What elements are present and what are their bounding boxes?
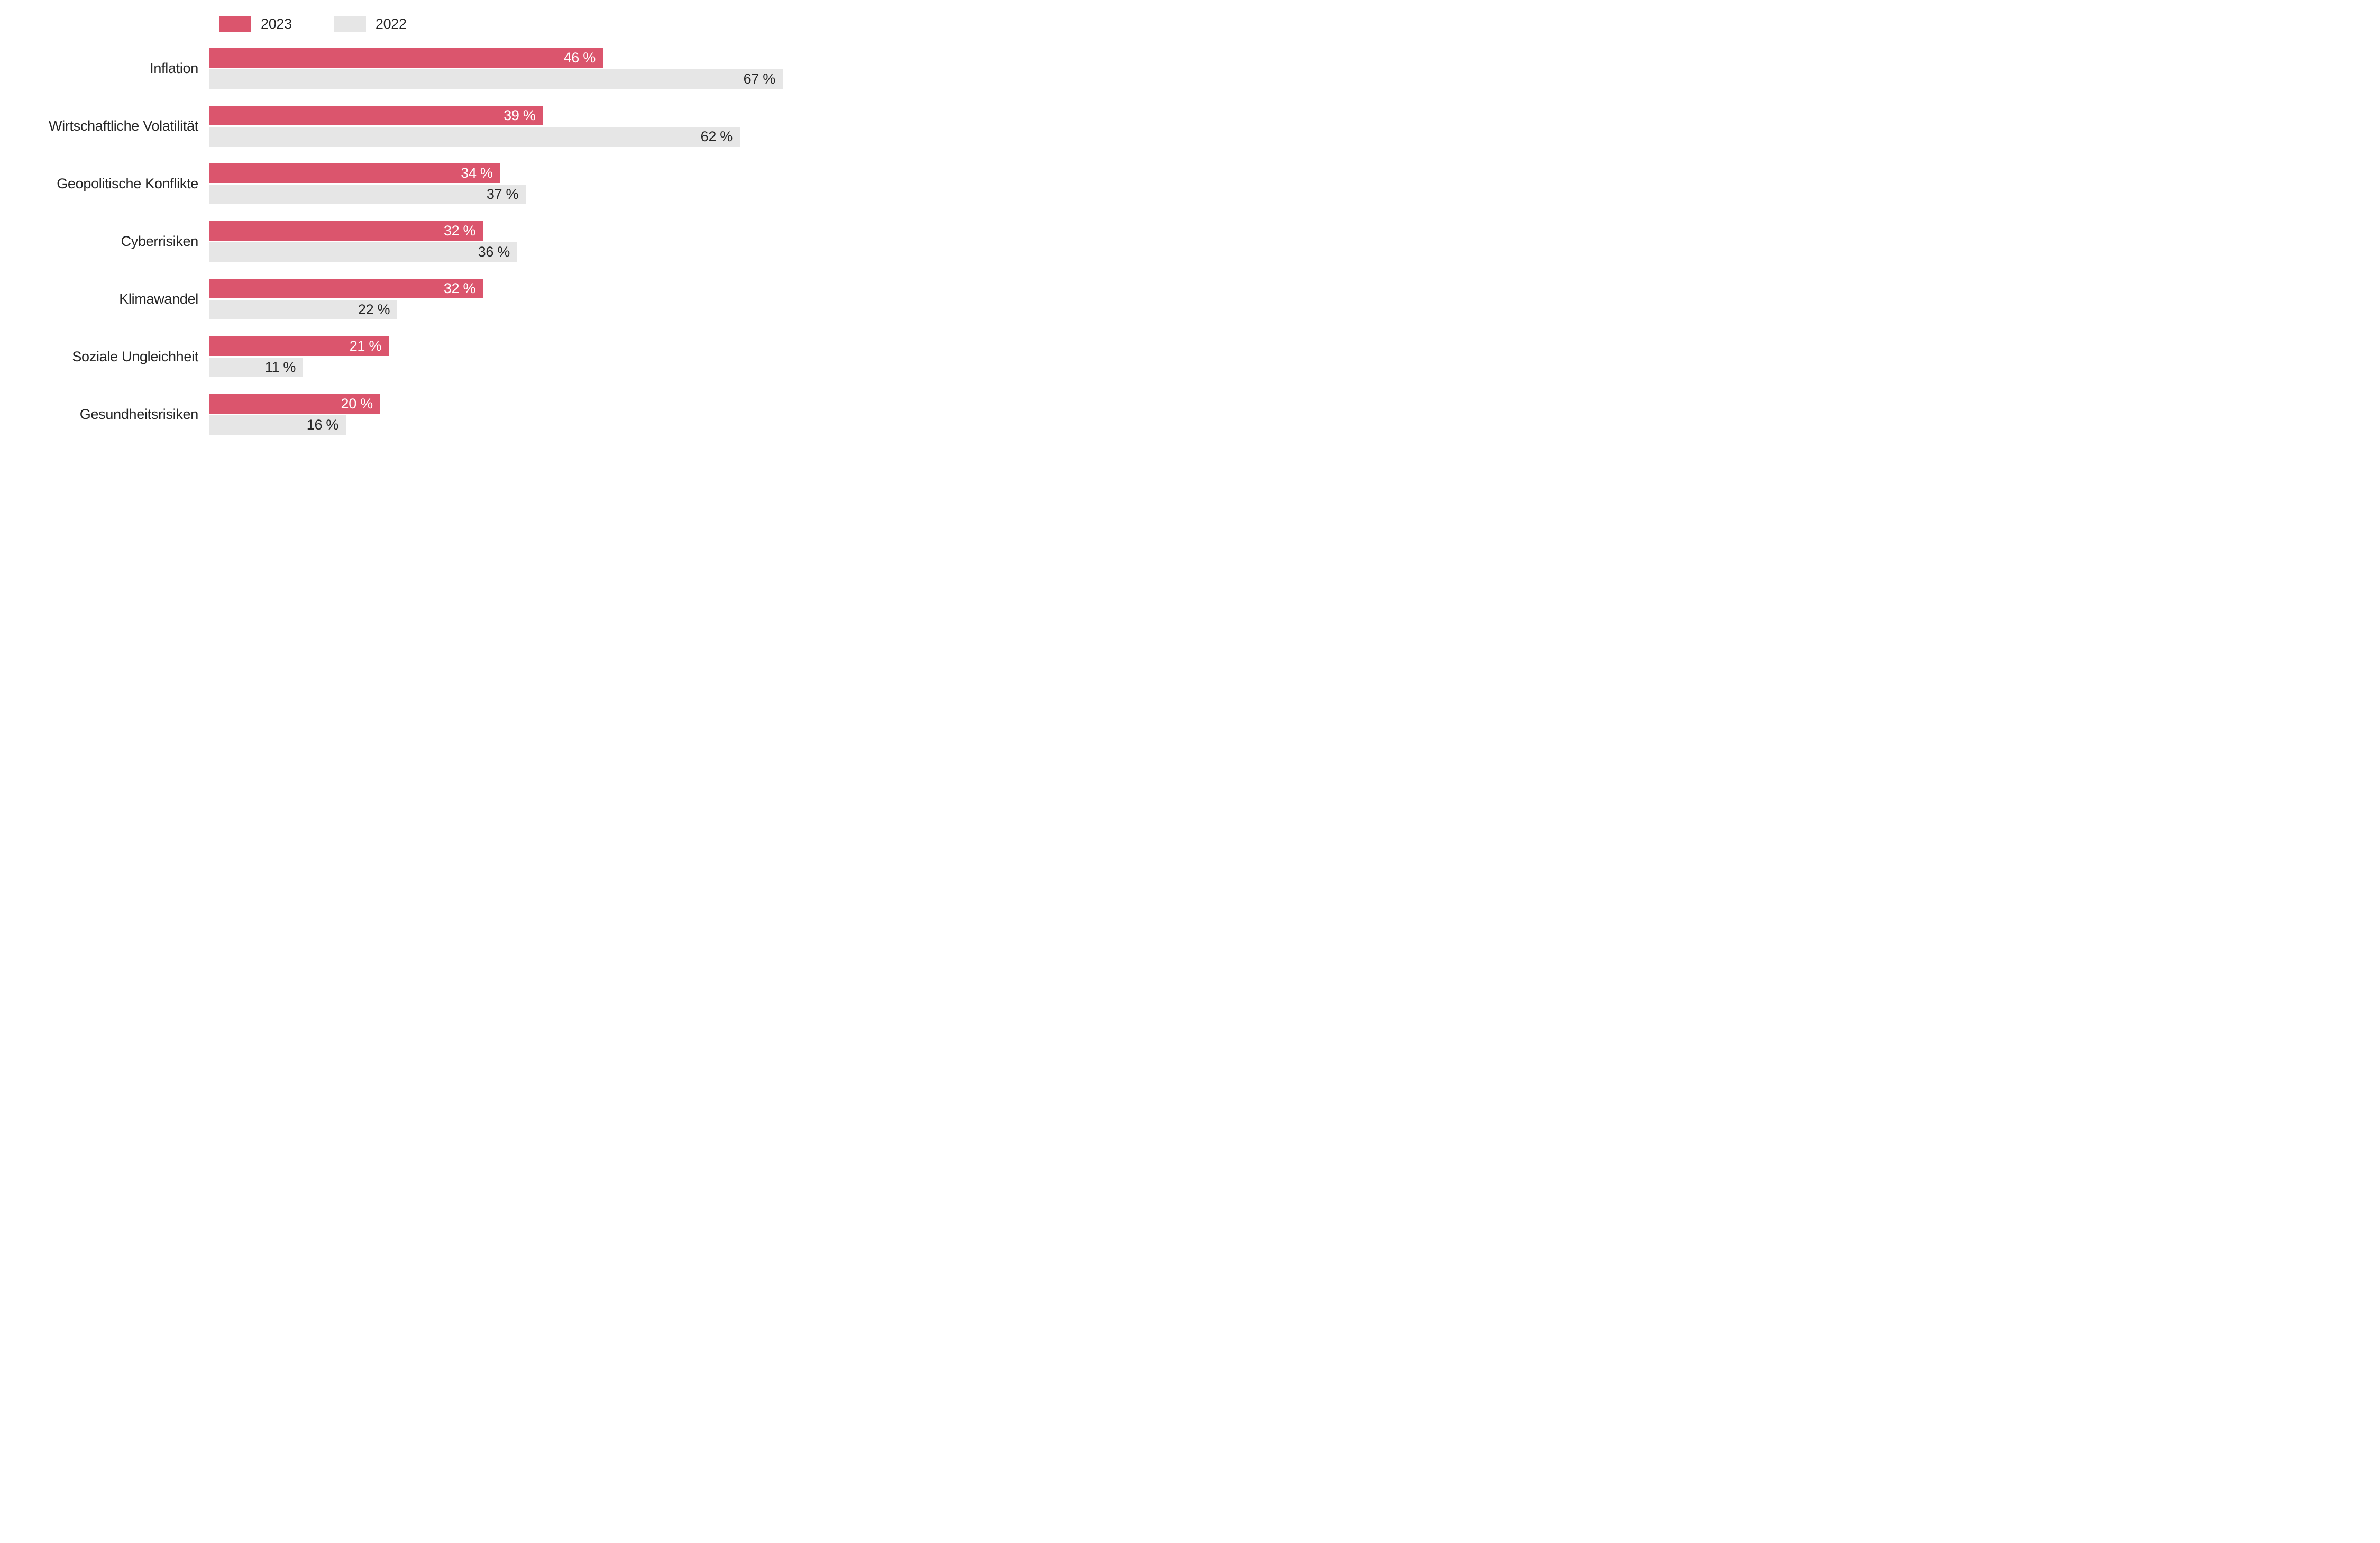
legend-item-2023: 2023 bbox=[219, 16, 292, 32]
legend-label: 2022 bbox=[376, 16, 407, 32]
category-label: Soziale Ungleichheit bbox=[11, 349, 209, 365]
category-label: Inflation bbox=[11, 60, 209, 77]
chart-row: Gesundheitsrisiken 20 % 16 % bbox=[11, 394, 783, 435]
bar-pair: 32 % 22 % bbox=[209, 279, 783, 319]
bar-pair: 39 % 62 % bbox=[209, 106, 783, 147]
horizontal-bar-chart: 2023 2022 Inflation 46 % 67 % Wirtschaft… bbox=[0, 0, 793, 451]
bar-2022: 37 % bbox=[209, 185, 526, 204]
category-label: Klimawandel bbox=[11, 291, 209, 307]
bar-2023: 32 % bbox=[209, 279, 483, 298]
category-label: Cyberrisiken bbox=[11, 233, 209, 250]
bar-2023: 20 % bbox=[209, 394, 380, 414]
chart-row: Klimawandel 32 % 22 % bbox=[11, 279, 783, 319]
bar-2023: 21 % bbox=[209, 336, 389, 356]
chart-rows: Inflation 46 % 67 % Wirtschaftliche Vola… bbox=[11, 48, 783, 435]
chart-row: Cyberrisiken 32 % 36 % bbox=[11, 221, 783, 262]
bar-2023: 46 % bbox=[209, 48, 603, 68]
bar-2022: 67 % bbox=[209, 69, 783, 89]
bar-2022: 36 % bbox=[209, 242, 517, 262]
bar-2022: 22 % bbox=[209, 300, 397, 319]
legend-swatch bbox=[334, 16, 366, 32]
bar-2022: 11 % bbox=[209, 358, 303, 377]
category-label: Gesundheitsrisiken bbox=[11, 406, 209, 423]
bar-2023: 32 % bbox=[209, 221, 483, 241]
bar-2022: 16 % bbox=[209, 415, 346, 435]
chart-row: Inflation 46 % 67 % bbox=[11, 48, 783, 89]
chart-row: Geopolitische Konflikte 34 % 37 % bbox=[11, 163, 783, 204]
bar-pair: 20 % 16 % bbox=[209, 394, 783, 435]
bar-pair: 32 % 36 % bbox=[209, 221, 783, 262]
bar-2022: 62 % bbox=[209, 127, 740, 147]
bar-2023: 34 % bbox=[209, 163, 500, 183]
legend-label: 2023 bbox=[261, 16, 292, 32]
legend: 2023 2022 bbox=[219, 16, 783, 32]
bar-pair: 46 % 67 % bbox=[209, 48, 783, 89]
bar-2023: 39 % bbox=[209, 106, 543, 125]
legend-swatch bbox=[219, 16, 251, 32]
chart-row: Soziale Ungleichheit 21 % 11 % bbox=[11, 336, 783, 377]
category-label: Geopolitische Konflikte bbox=[11, 176, 209, 192]
bar-pair: 21 % 11 % bbox=[209, 336, 783, 377]
legend-item-2022: 2022 bbox=[334, 16, 407, 32]
chart-row: Wirtschaftliche Volatilität 39 % 62 % bbox=[11, 106, 783, 147]
bar-pair: 34 % 37 % bbox=[209, 163, 783, 204]
category-label: Wirtschaftliche Volatilität bbox=[11, 118, 209, 134]
